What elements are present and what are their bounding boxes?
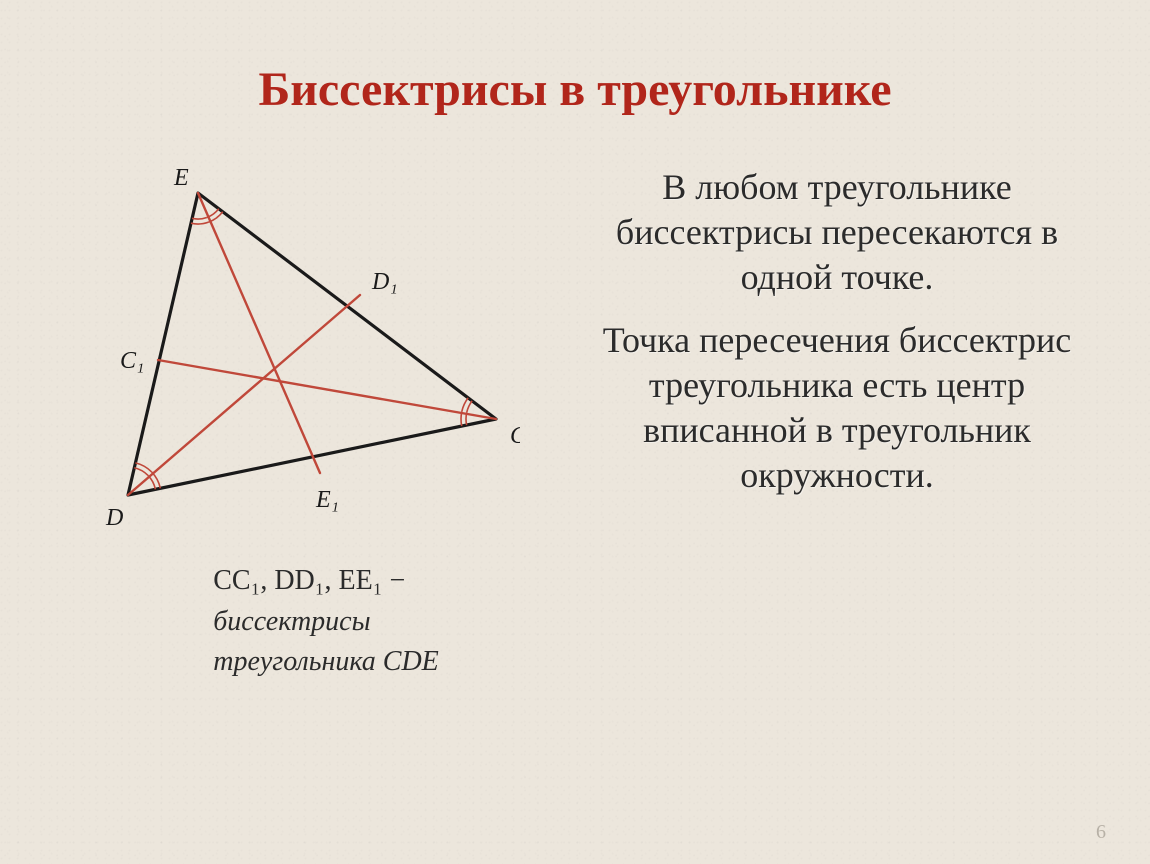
content-row: E C D D₁ C₁ E₁ CC₁, DD₁, EE₁ − биссектрисы тр… (40, 165, 1110, 683)
slide: Биссектрисы в треугольнике E C D D₁ C₁ E₁ CC₁… (0, 0, 1150, 864)
page-number: 6 (1096, 821, 1106, 844)
svg-text:C₁: C₁ (120, 348, 144, 374)
text-column: В любом треугольнике биссектрисы пересек… (584, 165, 1110, 683)
statement-1: В любом треугольнике биссектрисы пересек… (584, 165, 1090, 300)
slide-title: Биссектрисы в треугольнике (40, 62, 1110, 117)
svg-text:E₁: E₁ (315, 487, 339, 513)
caption-line-3: треугольника CDE (213, 642, 439, 683)
triangle-figure: E C D D₁ C₁ E₁ (80, 165, 520, 545)
svg-text:C: C (510, 423, 520, 449)
caption-line-1: CC₁, DD₁, EE₁ − (213, 561, 439, 602)
svg-text:D: D (105, 505, 123, 531)
figure-column: E C D D₁ C₁ E₁ CC₁, DD₁, EE₁ − биссектрисы тр… (40, 165, 560, 683)
figure-caption: CC₁, DD₁, EE₁ − биссектрисы треугольника… (213, 561, 439, 683)
svg-text:E: E (173, 165, 189, 191)
statement-2: Точка пересечения биссектрис треугольник… (584, 318, 1090, 498)
caption-line-2: биссектрисы (213, 602, 439, 643)
svg-text:D₁: D₁ (371, 269, 398, 295)
